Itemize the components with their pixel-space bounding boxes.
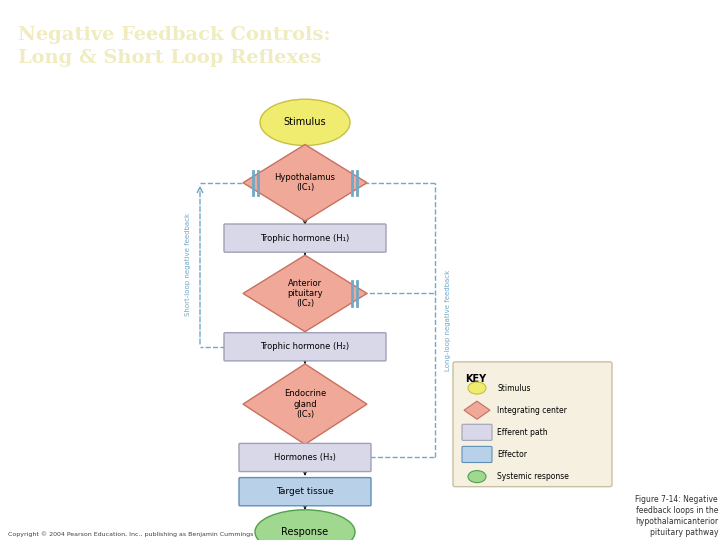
Text: Integrating center: Integrating center (497, 406, 567, 415)
FancyBboxPatch shape (462, 424, 492, 441)
Text: Copyright © 2004 Pearson Education, Inc., publishing as Benjamin Cummings: Copyright © 2004 Pearson Education, Inc.… (8, 531, 253, 537)
Text: Stimulus: Stimulus (284, 117, 326, 127)
Polygon shape (243, 145, 367, 221)
Text: Negative Feedback Controls:
Long & Short Loop Reflexes: Negative Feedback Controls: Long & Short… (18, 26, 330, 67)
FancyBboxPatch shape (239, 477, 371, 506)
Ellipse shape (468, 470, 486, 483)
FancyBboxPatch shape (239, 443, 371, 471)
Text: Long-loop negative feedback: Long-loop negative feedback (445, 269, 451, 371)
Text: Target tissue: Target tissue (276, 487, 334, 496)
Text: Stimulus: Stimulus (497, 383, 531, 393)
Text: Hypothalamus
(IC₁): Hypothalamus (IC₁) (274, 173, 336, 192)
Text: Hormones (H₃): Hormones (H₃) (274, 453, 336, 462)
Polygon shape (243, 364, 367, 444)
FancyBboxPatch shape (224, 333, 386, 361)
Text: Trophic hormone (H₁): Trophic hormone (H₁) (261, 234, 350, 242)
Text: Effector: Effector (497, 450, 527, 459)
Ellipse shape (260, 99, 350, 145)
FancyBboxPatch shape (462, 447, 492, 462)
FancyBboxPatch shape (453, 362, 612, 487)
Ellipse shape (468, 382, 486, 394)
Ellipse shape (255, 510, 355, 540)
Text: Figure 7-14: Negative
feedback loops in the
hypothalamicanterior
pituitary pathw: Figure 7-14: Negative feedback loops in … (635, 495, 718, 537)
Polygon shape (243, 255, 367, 332)
Text: KEY: KEY (465, 374, 486, 384)
Text: Trophic hormone (H₂): Trophic hormone (H₂) (261, 342, 350, 352)
Text: Response: Response (282, 527, 328, 537)
FancyBboxPatch shape (224, 224, 386, 252)
Text: Systemic response: Systemic response (497, 472, 569, 481)
Text: Efferent path: Efferent path (497, 428, 548, 437)
Polygon shape (464, 401, 490, 419)
Text: Anterior
pituitary
(IC₂): Anterior pituitary (IC₂) (287, 279, 323, 308)
Text: Endocrine
gland
(IC₃): Endocrine gland (IC₃) (284, 389, 326, 419)
Text: Short-loop negative feedback: Short-loop negative feedback (185, 213, 191, 316)
